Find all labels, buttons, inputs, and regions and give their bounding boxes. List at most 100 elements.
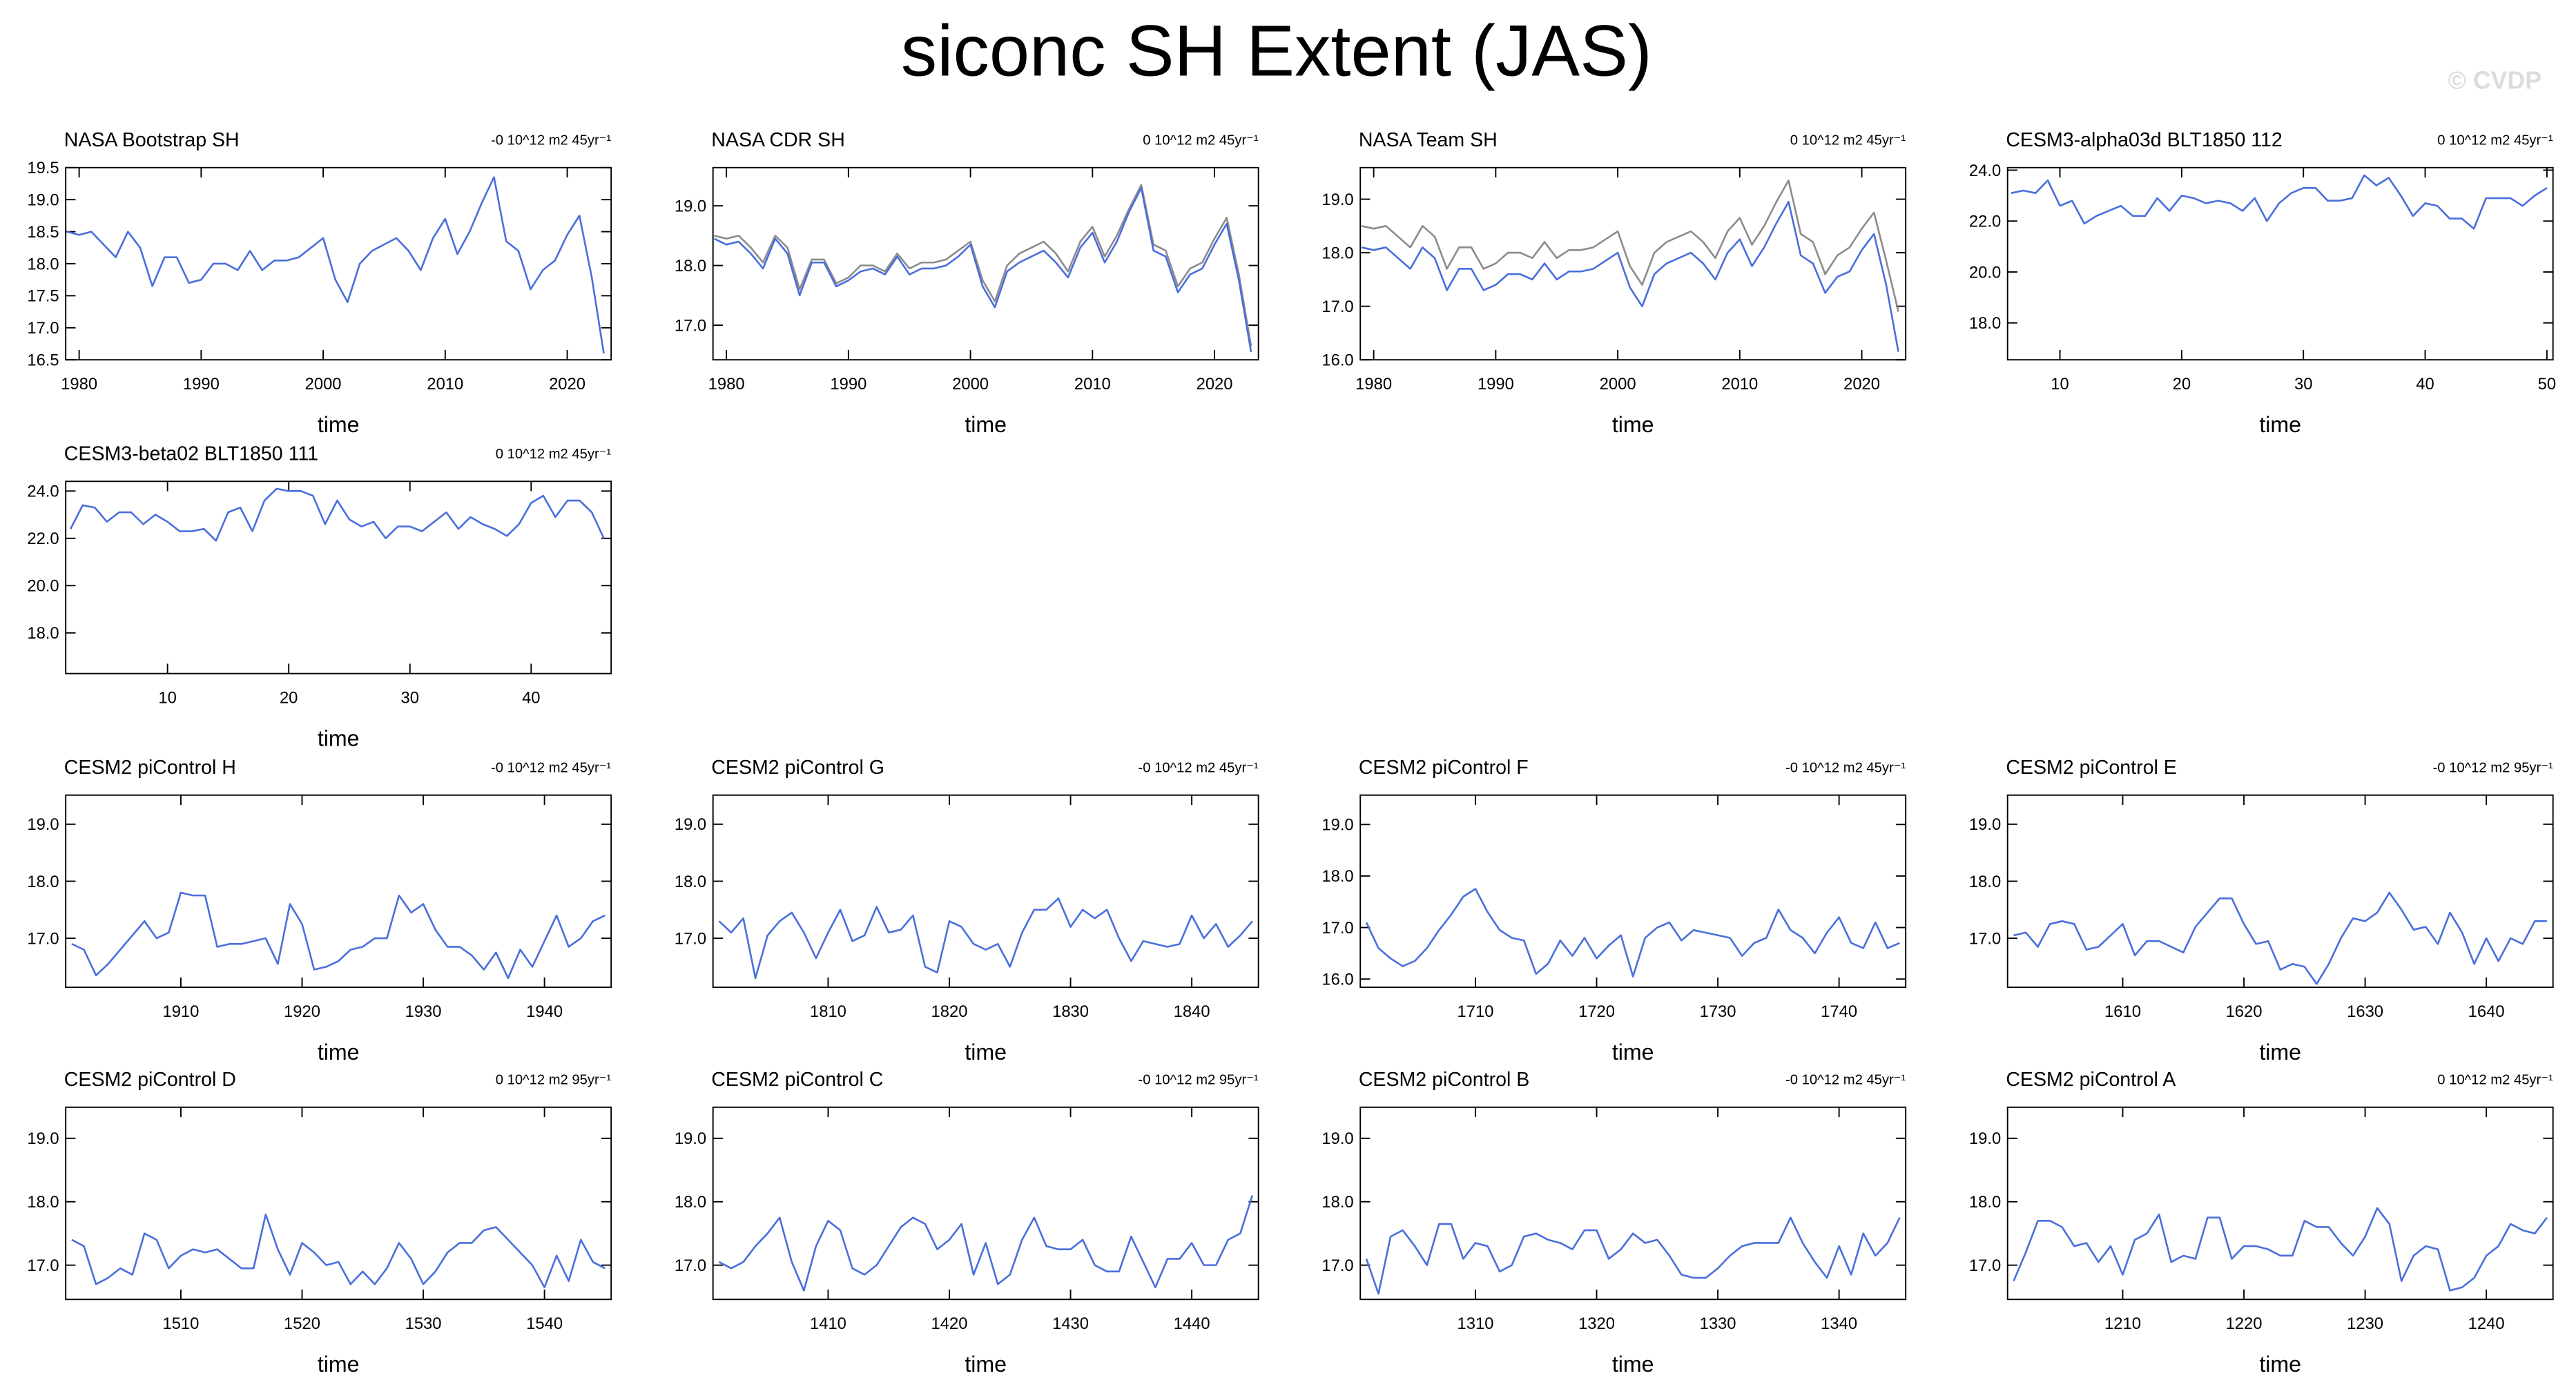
y-tick-label: 17.0 [1321,1256,1353,1275]
y-tick-label: 18.0 [27,873,59,891]
y-tick-label: 18.0 [27,1193,59,1212]
y-tick-label: 17.5 [27,287,59,306]
x-tick-label: 1990 [183,375,220,394]
y-tick-label: 19.0 [675,197,706,215]
y-tick-label: 16.0 [1321,971,1353,989]
y-tick-label: 24.0 [1969,162,2001,180]
panel-subtitle: -0 10^12 m2 95yr⁻¹ [1139,1073,1259,1088]
x-tick-label: 1540 [526,1314,563,1333]
x-axis-label: time [965,412,1007,437]
series-line [66,176,605,354]
y-tick-label: 22.0 [1969,213,2001,231]
plot-frame [2006,794,2554,989]
y-tick-label: 17.0 [1321,298,1353,316]
plot-frame [2006,166,2554,361]
y-tick-label: 17.0 [675,1256,706,1275]
panel-subtitle: -0 10^12 m2 45yr⁻¹ [491,760,611,775]
panel-title: CESM2 piControl D [64,1069,236,1091]
panel-title: CESM2 piControl A [2006,1069,2176,1091]
x-tick-label: 1930 [405,1002,442,1021]
x-tick-label: 1230 [2347,1314,2383,1333]
x-axis-label: time [1612,1040,1654,1065]
panel-subtitle: -0 10^12 m2 45yr⁻¹ [491,133,611,148]
panel-subtitle: 0 10^12 m2 45yr⁻¹ [1790,133,1906,148]
series-line [718,897,1253,980]
y-tick-label: 19.0 [1321,816,1353,835]
panel-title: CESM2 piControl H [64,757,236,779]
y-tick-label: 16.5 [27,351,59,370]
x-axis-label: time [1612,1352,1654,1377]
panel-title: NASA Team SH [1359,129,1498,151]
x-tick-label: 2020 [549,375,585,394]
x-tick-label: 30 [401,688,419,707]
x-axis-label: time [318,412,360,437]
x-axis-label: time [1612,412,1654,437]
x-tick-label: 2000 [1600,375,1636,394]
x-tick-label: 1520 [284,1314,320,1333]
x-axis-label: time [965,1040,1007,1065]
y-tick-label: 18.0 [1321,867,1353,886]
plot-frame [2006,1106,2554,1301]
plot-frame [1359,166,1907,361]
y-tick-label: 18.0 [27,624,59,643]
y-tick-label: 20.0 [27,577,59,596]
y-tick-label: 20.0 [1969,263,2001,282]
x-tick-label: 1440 [1174,1314,1210,1333]
x-axis-label: time [318,1040,360,1065]
y-tick-label: 19.0 [27,191,59,210]
figure-title: siconc SH Extent (JAS) [901,11,1652,92]
x-tick-label: 1840 [1174,1002,1210,1021]
x-tick-label: 2020 [1843,375,1880,394]
panel-title: CESM2 piControl C [711,1069,883,1091]
x-tick-label: 1410 [810,1314,846,1333]
series-line [71,1213,606,1289]
y-tick-label: 18.0 [1321,244,1353,262]
series-line [71,891,606,980]
x-axis-label: time [2259,1352,2301,1377]
y-tick-label: 19.0 [27,815,59,834]
y-tick-label: 18.0 [1321,1193,1353,1212]
plot-frame [1359,1106,1907,1301]
x-axis-label: time [318,726,360,750]
y-tick-label: 19.5 [27,159,59,177]
y-tick-label: 19.0 [675,1129,706,1148]
x-tick-label: 1620 [2226,1002,2263,1021]
x-tick-label: 1210 [2104,1314,2141,1333]
panel-subtitle: -0 10^12 m2 45yr⁻¹ [1785,760,1906,775]
y-tick-label: 18.0 [1969,1193,2001,1212]
x-tick-label: 1530 [405,1314,442,1333]
plot-frame [712,166,1259,361]
watermark: © CVDP [2448,67,2541,95]
series-line [2013,891,2547,985]
x-tick-label: 1310 [1458,1314,1494,1333]
y-tick-label: 17.0 [1321,919,1353,938]
x-tick-label: 1920 [284,1002,320,1021]
x-tick-label: 1990 [1478,375,1514,394]
x-tick-label: 1810 [810,1002,846,1021]
y-tick-label: 17.0 [1969,929,2001,948]
y-tick-label: 24.0 [27,483,59,501]
x-tick-label: 1830 [1052,1002,1089,1021]
x-tick-label: 20 [280,688,298,707]
x-tick-label: 10 [2051,375,2069,394]
x-tick-label: 1430 [1052,1314,1089,1333]
x-tick-label: 2010 [427,375,463,394]
x-tick-label: 1240 [2468,1314,2505,1333]
y-tick-label: 19.0 [1969,1129,2001,1148]
panel-subtitle: 0 10^12 m2 45yr⁻¹ [1143,133,1259,148]
x-tick-label: 1720 [1578,1002,1615,1021]
x-tick-label: 40 [2416,375,2434,394]
x-tick-label: 1710 [1458,1002,1494,1021]
x-tick-label: 40 [522,688,540,707]
x-tick-label: 50 [2538,375,2556,394]
y-tick-label: 17.0 [27,1256,59,1275]
x-tick-label: 2010 [1721,375,1758,394]
panel-subtitle: 0 10^12 m2 45yr⁻¹ [2437,133,2553,148]
y-tick-label: 22.0 [27,530,59,548]
series-line [713,186,1252,353]
x-tick-label: 1820 [931,1002,968,1021]
y-tick-label: 18.5 [27,223,59,242]
x-tick-label: 1640 [2468,1002,2505,1021]
x-tick-label: 1980 [708,375,745,394]
